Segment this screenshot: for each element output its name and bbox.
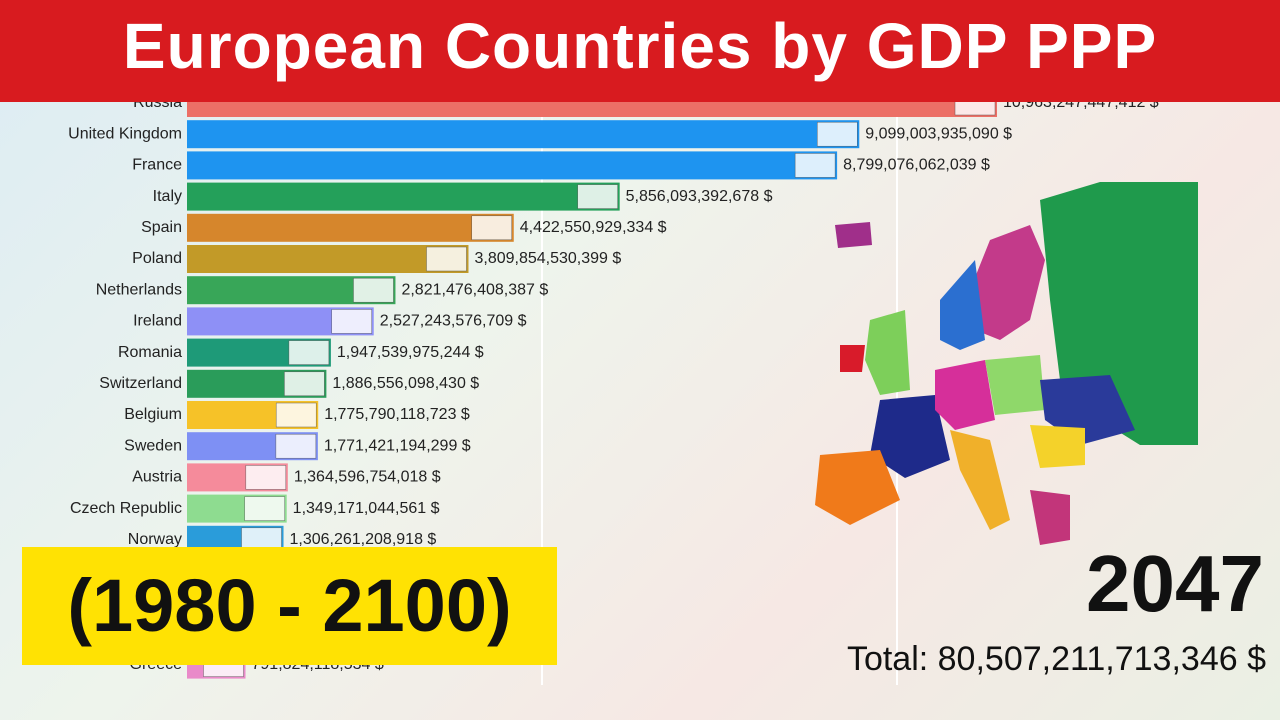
total-label: Total: 80,507,211,713,346 $: [846, 640, 1266, 678]
header: European Countries by GDP PPP: [0, 0, 1280, 102]
bar: [187, 151, 838, 180]
map-region: [835, 222, 872, 248]
category-label: Ireland: [133, 313, 182, 330]
flag: [284, 371, 325, 397]
category-label: France: [132, 157, 182, 174]
map-region: [840, 345, 865, 372]
map-region: [1030, 425, 1085, 468]
value-label: 2,527,243,576,709 $: [380, 313, 527, 330]
chart-title: European Countries by GDP PPP: [122, 10, 1158, 82]
map-region: [815, 450, 900, 525]
category-label: Austria: [132, 469, 182, 486]
category-label: Switzerland: [99, 375, 182, 392]
map-region: [950, 430, 1010, 530]
flag: [471, 215, 513, 241]
bar: [187, 120, 860, 149]
map-region: [940, 260, 985, 350]
flag: [275, 433, 317, 459]
value-label: 8,799,076,062,039 $: [843, 157, 990, 174]
flag: [245, 465, 287, 490]
value-label: 1,947,539,975,244 $: [337, 344, 484, 361]
map-region: [1030, 490, 1070, 545]
value-label: 2,821,476,408,387 $: [401, 281, 548, 298]
category-label: Norway: [128, 531, 182, 548]
value-label: 9,099,003,935,090 $: [865, 125, 1012, 142]
value-label: 4,422,550,929,334 $: [520, 219, 667, 236]
bar: [187, 213, 514, 242]
flag: [577, 184, 618, 209]
flag: [794, 153, 836, 178]
value-label: 5,856,093,392,678 $: [626, 188, 773, 205]
value-label: 1,775,790,118,723 $: [324, 406, 470, 423]
europe-map: [815, 182, 1198, 545]
flag: [331, 309, 372, 334]
flag: [353, 277, 394, 303]
value-label: 3,809,854,530,399 $: [474, 250, 621, 267]
category-label: Belgium: [124, 406, 182, 423]
flag: [426, 246, 467, 272]
value-label: 1,364,596,754,018 $: [294, 469, 441, 486]
map-region: [935, 360, 995, 430]
category-label: Czech Republic: [70, 500, 182, 517]
flag: [244, 496, 285, 521]
category-label: Italy: [153, 188, 182, 205]
value-label: 1,349,171,044,561 $: [293, 500, 440, 517]
flag: [817, 121, 858, 147]
year-label: 2047: [1086, 539, 1264, 628]
value-label: 1,306,261,208,918 $: [290, 531, 437, 548]
category-label: United Kingdom: [68, 125, 182, 142]
bar: [187, 245, 469, 273]
category-label: Poland: [132, 250, 182, 267]
flag: [288, 340, 330, 365]
category-label: Sweden: [124, 437, 182, 454]
category-label: Netherlands: [96, 281, 182, 298]
category-label: Romania: [118, 344, 182, 361]
period-label: (1980 - 2100): [67, 564, 512, 647]
value-label: 1,771,421,194,299 $: [324, 437, 471, 454]
map-region: [865, 310, 910, 395]
category-label: Spain: [141, 219, 182, 236]
period-box: (1980 - 2100): [22, 547, 557, 665]
flag: [275, 402, 317, 428]
map-region: [985, 355, 1045, 415]
value-label: 1,886,556,098,430 $: [332, 375, 479, 392]
map-region: [970, 225, 1045, 340]
bar: [187, 182, 620, 211]
map-region: [870, 395, 950, 478]
